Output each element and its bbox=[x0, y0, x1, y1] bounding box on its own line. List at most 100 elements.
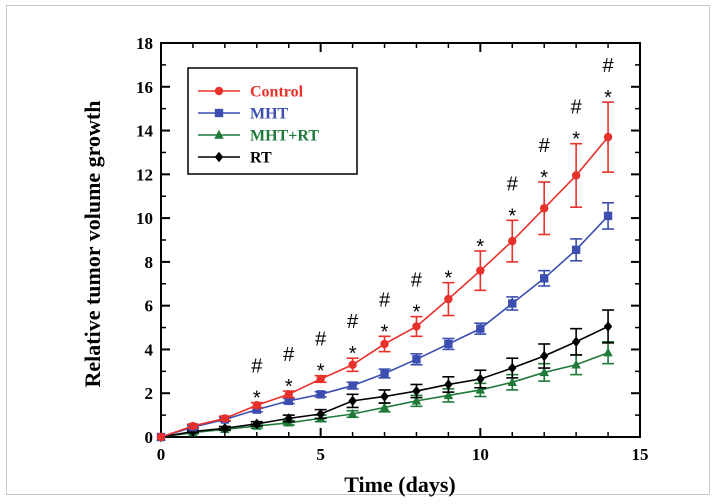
data-point bbox=[380, 369, 389, 378]
y-tick-label: 2 bbox=[145, 384, 154, 403]
data-point bbox=[508, 236, 517, 246]
data-point bbox=[444, 339, 453, 349]
series-layer bbox=[156, 101, 615, 443]
data-point bbox=[571, 171, 581, 180]
data-point bbox=[571, 245, 581, 255]
y-axis-title: Relative tumor volume growth bbox=[80, 101, 105, 388]
data-point bbox=[571, 359, 581, 369]
legend-marker bbox=[214, 151, 224, 163]
y-tick-label: 12 bbox=[136, 165, 153, 184]
data-point bbox=[539, 367, 549, 377]
significance-hash: # bbox=[411, 270, 423, 292]
data-point bbox=[380, 391, 389, 402]
x-tick-label: 15 bbox=[632, 445, 649, 464]
significance-hash: # bbox=[283, 344, 295, 366]
data-point bbox=[348, 395, 357, 407]
x-axis-title: Time (days) bbox=[344, 472, 455, 497]
data-point bbox=[412, 385, 421, 397]
y-tick-label: 14 bbox=[136, 122, 154, 141]
significance-star: * bbox=[381, 321, 389, 343]
data-point bbox=[379, 402, 390, 412]
significance-hash: # bbox=[507, 173, 519, 195]
data-point bbox=[444, 379, 453, 390]
data-point bbox=[507, 377, 517, 386]
data-point bbox=[220, 423, 230, 434]
legend-label: MHT+RT bbox=[250, 128, 319, 145]
data-point bbox=[347, 408, 358, 418]
significance-star: * bbox=[572, 129, 580, 151]
legend-item: RT bbox=[198, 150, 272, 167]
significance-star: * bbox=[285, 376, 293, 398]
x-tick-label: 5 bbox=[316, 445, 325, 464]
x-tick-label: 0 bbox=[157, 445, 166, 464]
data-point bbox=[348, 381, 357, 390]
significance-hash: # bbox=[251, 356, 263, 378]
data-point bbox=[508, 362, 517, 374]
data-point bbox=[603, 321, 613, 332]
data-point bbox=[284, 390, 293, 399]
legend-label: RT bbox=[250, 150, 272, 167]
significance-hash: # bbox=[603, 55, 615, 77]
data-point bbox=[508, 299, 517, 308]
annotation-layer: * # * # * # * # * # * # * * * # * # * # * # bbox=[251, 55, 614, 410]
y-tick-label: 8 bbox=[145, 253, 154, 272]
legend-label: Control bbox=[250, 84, 304, 101]
data-point bbox=[444, 294, 453, 304]
data-point bbox=[603, 132, 613, 142]
data-point bbox=[284, 413, 293, 424]
data-point bbox=[571, 336, 581, 347]
legend-marker bbox=[214, 86, 224, 96]
data-point bbox=[220, 414, 230, 423]
y-tick-label: 6 bbox=[145, 297, 154, 316]
axes: 0 2 4 6 8 10 12 14 16 18 0 5 10 15 bbox=[136, 34, 649, 464]
significance-star: * bbox=[317, 361, 325, 383]
significance-star: * bbox=[604, 87, 612, 109]
significance-star: * bbox=[540, 167, 548, 189]
data-point bbox=[603, 347, 613, 357]
data-point bbox=[316, 408, 325, 420]
y-tick-label: 4 bbox=[145, 340, 154, 359]
data-point bbox=[156, 432, 166, 442]
data-point bbox=[411, 395, 422, 405]
legend-item: MHT bbox=[198, 106, 289, 123]
legend-item: MHT+RT bbox=[198, 128, 319, 145]
significance-hash: # bbox=[571, 97, 583, 119]
significance-star: * bbox=[349, 343, 357, 365]
data-point bbox=[540, 204, 549, 213]
data-point bbox=[252, 401, 261, 410]
data-point bbox=[540, 350, 549, 362]
data-point bbox=[476, 373, 485, 385]
significance-star: * bbox=[508, 205, 516, 227]
y-tick-label: 10 bbox=[136, 209, 153, 228]
data-point bbox=[252, 405, 261, 414]
data-point bbox=[412, 355, 421, 364]
data-point bbox=[348, 360, 357, 369]
data-point bbox=[252, 418, 261, 430]
significance-star: * bbox=[253, 388, 261, 410]
x-tick-label: 10 bbox=[472, 445, 489, 464]
data-point bbox=[476, 324, 485, 333]
data-point bbox=[476, 266, 485, 275]
significance-hash: # bbox=[539, 135, 551, 157]
significance-star: * bbox=[445, 268, 453, 290]
y-tick-label: 0 bbox=[145, 428, 154, 447]
significance-star: * bbox=[476, 236, 484, 258]
data-point bbox=[380, 339, 389, 349]
data-point bbox=[443, 390, 454, 400]
series-rt bbox=[156, 309, 615, 443]
data-point bbox=[475, 384, 486, 394]
data-point bbox=[603, 211, 613, 221]
y-tick-label: 18 bbox=[136, 34, 153, 53]
data-point bbox=[540, 274, 549, 283]
y-tick-label: 16 bbox=[136, 78, 153, 97]
significance-hash: # bbox=[379, 289, 391, 311]
legend-item: Control bbox=[198, 84, 304, 101]
legend-marker bbox=[214, 129, 224, 139]
data-point bbox=[412, 322, 421, 331]
data-point bbox=[188, 421, 198, 431]
data-point bbox=[284, 396, 293, 406]
legend-label: MHT bbox=[250, 106, 289, 123]
significance-star: * bbox=[413, 302, 421, 324]
legend-marker bbox=[214, 108, 224, 118]
